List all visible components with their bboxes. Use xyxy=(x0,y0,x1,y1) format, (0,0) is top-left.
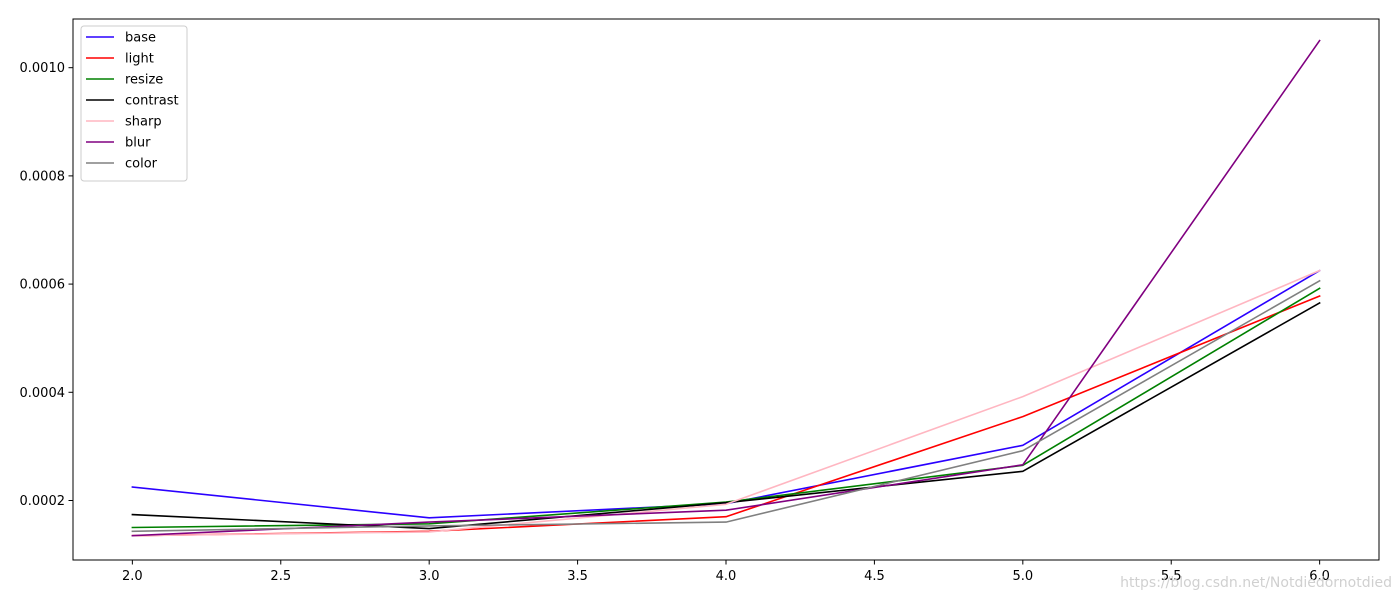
x-tick-label: 5.0 xyxy=(1012,569,1033,584)
y-tick-label: 0.0004 xyxy=(20,386,66,401)
x-tick-label: 2.5 xyxy=(270,569,291,584)
series-layer xyxy=(131,39,1321,537)
y-tick-label: 0.0010 xyxy=(20,61,66,76)
x-tick-label: 6.0 xyxy=(1309,569,1330,584)
watermark-text: https://blog.csdn.net/Notdiedornotdied xyxy=(1120,575,1392,591)
legend-label-contrast: contrast xyxy=(125,94,179,109)
x-tick-label: 3.0 xyxy=(419,569,440,584)
y-tick-label: 0.0006 xyxy=(20,278,66,293)
series-line-sharp xyxy=(131,269,1321,537)
legend: base light resize contrast sharp blur color xyxy=(80,25,188,182)
legend-label-light: light xyxy=(125,52,154,67)
legend-label-blur: blur xyxy=(125,136,151,151)
legend-label-resize: resize xyxy=(125,73,163,88)
legend-label-color: color xyxy=(125,157,158,172)
legend-label-base: base xyxy=(125,31,156,46)
plot-area xyxy=(73,19,1379,560)
x-tick-label: 4.0 xyxy=(716,569,737,584)
y-tick-label: 0.0008 xyxy=(20,169,66,184)
x-tick-label: 5.5 xyxy=(1161,569,1182,584)
x-tick-label: 3.5 xyxy=(567,569,588,584)
plot-background xyxy=(73,19,1379,560)
series-line-contrast xyxy=(131,301,1321,530)
x-tick-label: 2.0 xyxy=(122,569,143,584)
axes-layer: 2.0 2.5 3.0 3.5 4.0 4.5 5.0 5.5 6.0 0.0002 0.0004 0… xyxy=(20,18,1380,584)
series-line-color xyxy=(131,279,1321,533)
legend-label-sharp: sharp xyxy=(125,115,162,130)
x-tick-label: 4.5 xyxy=(864,569,885,584)
series-line-blur xyxy=(131,39,1321,537)
y-tick-label: 0.0002 xyxy=(20,494,66,509)
